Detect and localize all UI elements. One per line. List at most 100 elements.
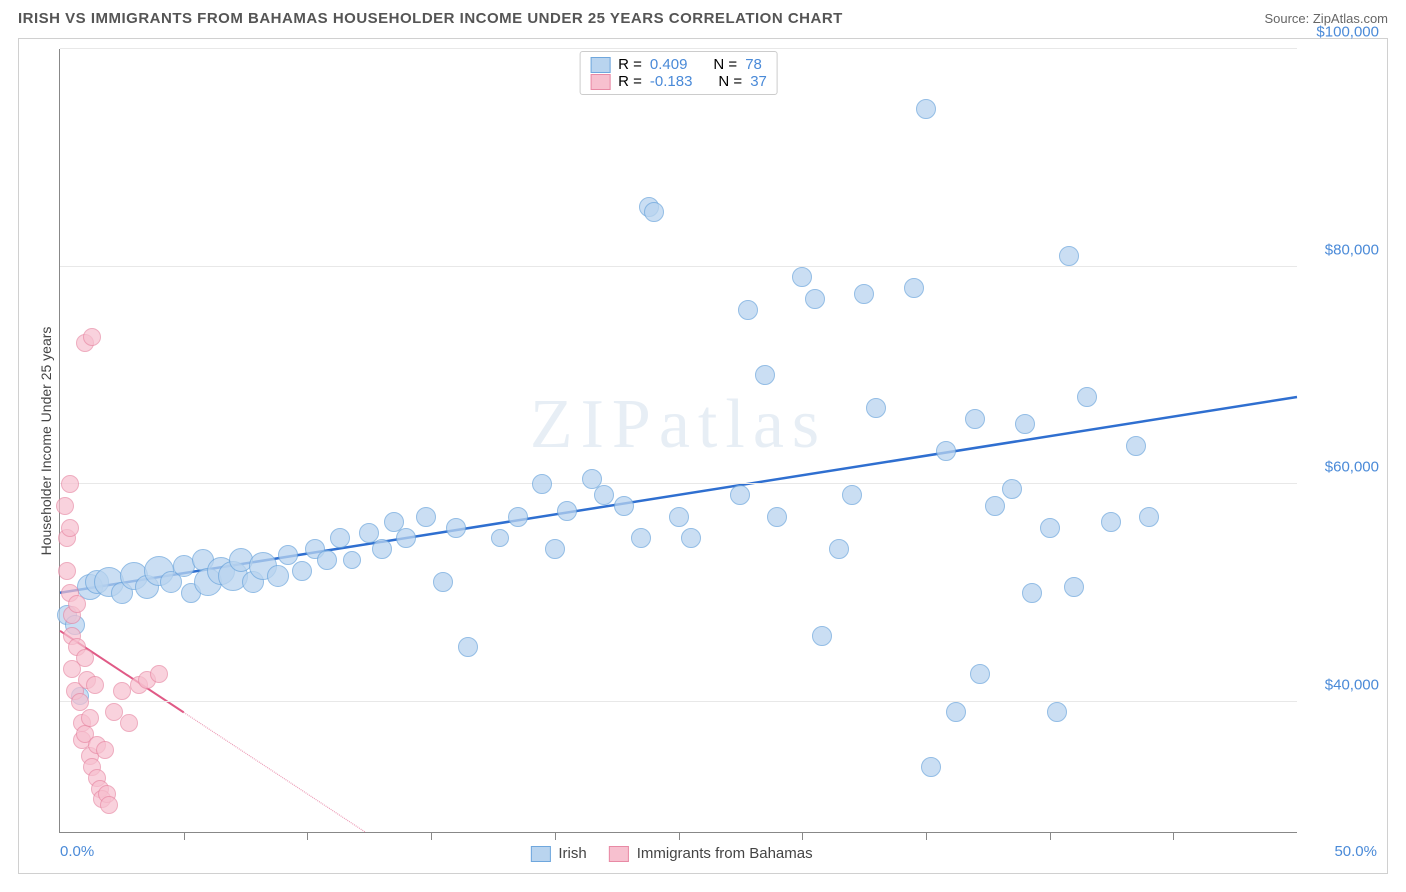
data-point-bahamas [83, 328, 101, 346]
swatch-irish-icon [530, 846, 550, 862]
data-point-irish [458, 637, 478, 657]
data-point-irish [631, 528, 651, 548]
x-tick [1173, 832, 1174, 840]
data-point-irish [433, 572, 453, 592]
data-point-irish [829, 539, 849, 559]
data-point-irish [416, 507, 436, 527]
data-point-irish [545, 539, 565, 559]
chart-container: Householder Income Under 25 years ZIPatl… [18, 38, 1388, 874]
x-min-label: 0.0% [60, 843, 94, 860]
y-tick-label: $40,000 [1325, 676, 1379, 693]
data-point-irish [557, 501, 577, 521]
data-point-bahamas [100, 796, 118, 814]
data-point-bahamas [71, 693, 89, 711]
data-point-irish [594, 485, 614, 505]
y-axis-label: Householder Income Under 25 years [38, 326, 54, 555]
y-tick-label: $80,000 [1325, 241, 1379, 258]
data-point-irish [278, 545, 298, 565]
x-tick [307, 832, 308, 840]
data-point-irish [965, 409, 985, 429]
plot-area: Householder Income Under 25 years ZIPatl… [59, 49, 1297, 833]
data-point-irish [842, 485, 862, 505]
data-point-irish [985, 496, 1005, 516]
n-value: 78 [745, 56, 762, 73]
data-point-bahamas [113, 682, 131, 700]
data-point-irish [1015, 414, 1035, 434]
data-point-irish [173, 555, 195, 577]
data-point-irish [1040, 518, 1060, 538]
grid-line [60, 701, 1297, 702]
x-max-label: 50.0% [1334, 843, 1377, 860]
y-tick-label: $60,000 [1325, 459, 1379, 476]
data-point-irish [267, 565, 289, 587]
data-point-irish [1077, 387, 1097, 407]
data-point-bahamas [68, 595, 86, 613]
data-point-bahamas [120, 714, 138, 732]
data-point-bahamas [96, 741, 114, 759]
data-point-irish [491, 529, 509, 547]
x-tick [679, 832, 680, 840]
data-point-irish [921, 757, 941, 777]
data-point-bahamas [58, 562, 76, 580]
data-point-irish [644, 202, 664, 222]
series-label-bahamas: Immigrants from Bahamas [637, 845, 813, 862]
data-point-irish [396, 528, 416, 548]
x-tick [184, 832, 185, 840]
data-point-irish [767, 507, 787, 527]
data-point-irish [508, 507, 528, 527]
data-point-irish [866, 398, 886, 418]
r-value: -0.183 [650, 73, 693, 90]
data-point-irish [343, 551, 361, 569]
data-point-irish [1126, 436, 1146, 456]
corr-legend-row-irish: R =0.409N =78 [590, 56, 767, 73]
data-point-bahamas [61, 475, 79, 493]
data-point-bahamas [86, 676, 104, 694]
data-point-irish [669, 507, 689, 527]
data-point-irish [904, 278, 924, 298]
data-point-irish [854, 284, 874, 304]
data-point-irish [812, 626, 832, 646]
x-tick [1050, 832, 1051, 840]
y-tick-label: $100,000 [1316, 24, 1379, 41]
r-value: 0.409 [650, 56, 688, 73]
data-point-irish [1064, 577, 1084, 597]
n-label: N = [718, 73, 742, 90]
data-point-bahamas [150, 665, 168, 683]
chart-title: IRISH VS IMMIGRANTS FROM BAHAMAS HOUSEHO… [18, 10, 843, 27]
x-tick [431, 832, 432, 840]
data-point-bahamas [56, 497, 74, 515]
data-point-irish [681, 528, 701, 548]
data-point-irish [1059, 246, 1079, 266]
data-point-irish [532, 474, 552, 494]
data-point-irish [936, 441, 956, 461]
data-point-irish [446, 518, 466, 538]
data-point-bahamas [61, 519, 79, 537]
x-tick [926, 832, 927, 840]
data-point-irish [1139, 507, 1159, 527]
x-tick [555, 832, 556, 840]
data-point-irish [372, 539, 392, 559]
data-point-irish [614, 496, 634, 516]
data-point-irish [946, 702, 966, 722]
data-point-irish [805, 289, 825, 309]
data-point-bahamas [76, 649, 94, 667]
r-label: R = [618, 73, 642, 90]
swatch-bahamas-icon [609, 846, 629, 862]
corr-legend-row-bahamas: R = -0.183 N = 37 [590, 73, 767, 90]
data-point-irish [738, 300, 758, 320]
data-point-irish [317, 550, 337, 570]
data-point-irish [730, 485, 750, 505]
grid-line [60, 483, 1297, 484]
series-label-irish: Irish [558, 845, 586, 862]
swatch-bahamas-icon [590, 74, 610, 90]
data-point-irish [292, 561, 312, 581]
swatch-irish-icon [590, 57, 610, 73]
data-point-irish [1022, 583, 1042, 603]
data-point-irish [792, 267, 812, 287]
grid-line [60, 48, 1297, 49]
data-point-irish [1101, 512, 1121, 532]
n-value: 37 [750, 73, 767, 90]
series-legend: Irish Immigrants from Bahamas [530, 845, 826, 862]
correlation-legend: R =0.409N =78R = -0.183 N = 37 [579, 51, 778, 95]
data-point-irish [755, 365, 775, 385]
